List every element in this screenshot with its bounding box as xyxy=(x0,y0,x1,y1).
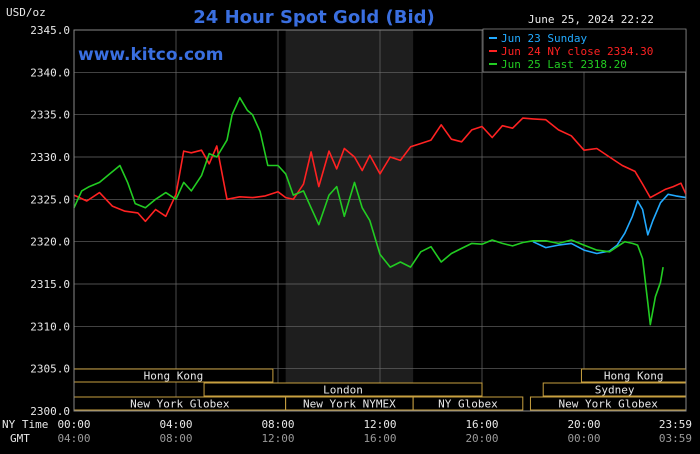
x-tick-label-ny: 08:00 xyxy=(261,418,294,431)
y-tick-label: 2340.0 xyxy=(30,66,70,79)
series-line xyxy=(73,96,664,326)
y-tick-label: 2315.0 xyxy=(30,278,70,291)
gmt-label: GMT xyxy=(10,432,30,445)
session-bar xyxy=(412,396,524,411)
y-axis-ticks: 2300.0 2305.0 2310.0 2315.0 2320.0 2325.0 2330… xyxy=(30,24,70,418)
y-tick-label: 2325.0 xyxy=(30,193,70,206)
plot-border xyxy=(73,29,687,412)
x-tick-label-ny: 23:59 xyxy=(659,418,692,431)
x-tick-label-gmt: 00:00 xyxy=(567,432,600,445)
legend-box xyxy=(482,28,687,73)
x-tick-label-ny: 04:00 xyxy=(159,418,192,431)
y-tick-label: 2320.0 xyxy=(30,236,70,249)
y-tick-label: 2335.0 xyxy=(30,109,70,122)
session-label: London xyxy=(323,384,363,397)
series-line xyxy=(73,117,687,223)
session-label: Hong Kong xyxy=(604,370,664,383)
x-tick-label-gmt: 16:00 xyxy=(363,432,396,445)
session-bar xyxy=(203,382,483,397)
legend-entry: Jun 23 Sunday xyxy=(501,32,587,45)
x-tick-label-ny: 00:00 xyxy=(57,418,90,431)
x-tick-label-gmt: 20:00 xyxy=(465,432,498,445)
chart-datetime: June 25, 2024 22:22 xyxy=(528,13,654,26)
y-tick-label: 2300.0 xyxy=(30,405,70,418)
shaded-nymex-region xyxy=(285,30,414,411)
y-tick-label: 2345.0 xyxy=(30,24,70,37)
x-tick-label-ny: 12:00 xyxy=(363,418,396,431)
y-tick-label: 2305.0 xyxy=(30,363,70,376)
session-label: Hong Kong xyxy=(144,370,204,383)
session-bars: Hong Kong London New York Globex New York N… xyxy=(73,368,687,411)
x-axis-ticks: 00:0004:0004:0008:0008:0012:0012:0016:00… xyxy=(57,418,692,445)
ny-time-label: NY Time xyxy=(2,418,48,431)
x-tick-label-gmt: 08:00 xyxy=(159,432,192,445)
chart-title: 24 Hour Spot Gold (Bid) xyxy=(193,7,434,28)
y-tick-label: 2330.0 xyxy=(30,151,70,164)
y-axis-label: USD/oz xyxy=(6,6,46,19)
x-tick-label-gmt: 04:00 xyxy=(57,432,90,445)
series-lines xyxy=(73,96,687,326)
x-tick-label-ny: 16:00 xyxy=(465,418,498,431)
legend-entry: Jun 25 Last 2318.20 xyxy=(501,58,627,71)
session-label: NY Globex xyxy=(438,398,498,411)
series-line xyxy=(532,193,687,255)
x-tick-label-gmt: 12:00 xyxy=(261,432,294,445)
brand-url: www.kitco.com xyxy=(78,45,223,65)
legend-entry: Jun 24 NY close 2334.30 xyxy=(501,45,653,58)
x-tick-label-gmt: 03:59 xyxy=(659,432,692,445)
session-label: New York Globex xyxy=(130,398,230,411)
session-label: New York NYMEX xyxy=(303,398,396,411)
session-label: Sydney xyxy=(595,384,635,397)
y-tick-label: 2310.0 xyxy=(30,320,70,333)
session-label: New York Globex xyxy=(559,398,659,411)
x-tick-label-ny: 20:00 xyxy=(567,418,600,431)
